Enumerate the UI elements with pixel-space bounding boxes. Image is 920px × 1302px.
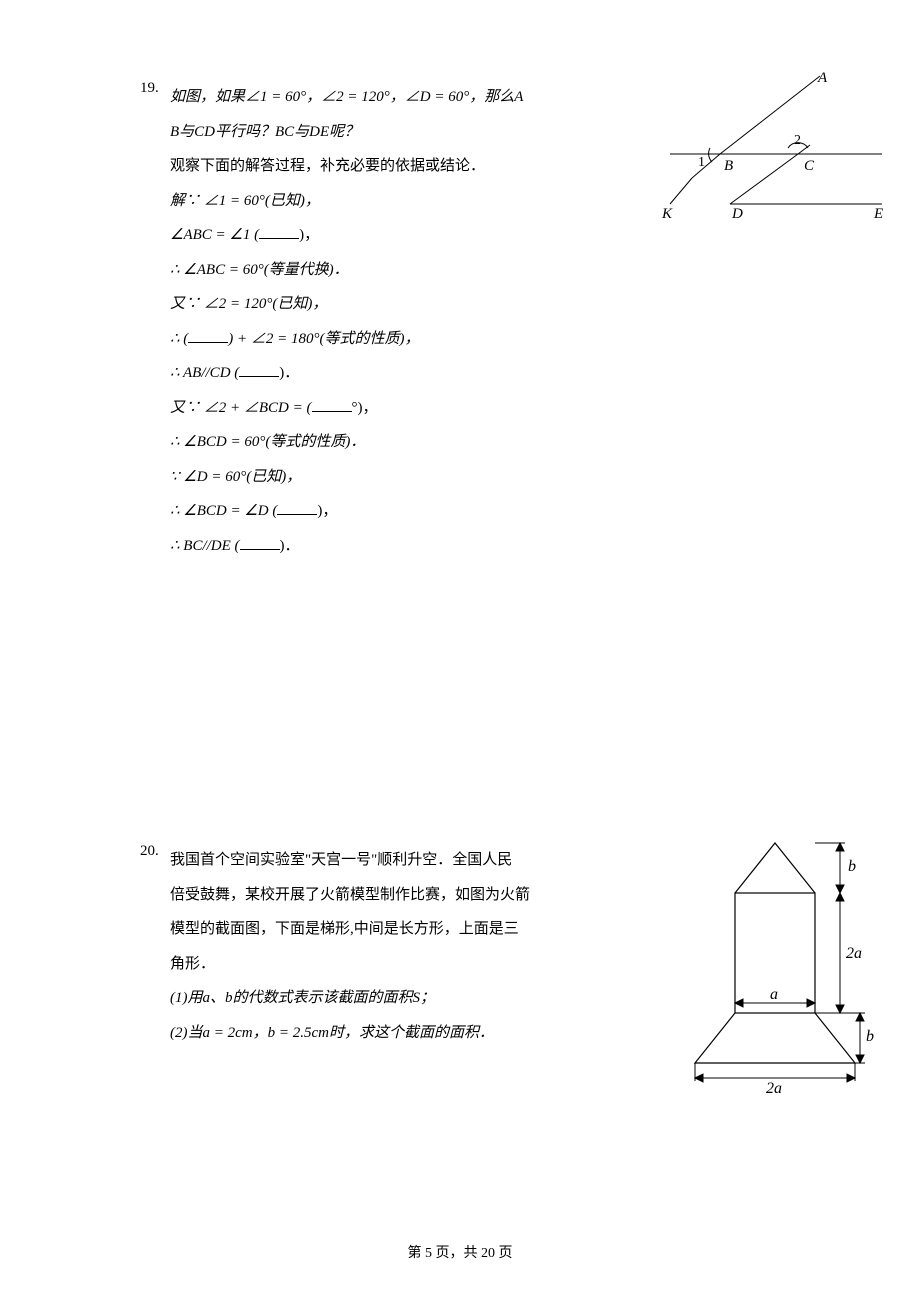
- label-C: C: [804, 158, 815, 174]
- label-a: a: [770, 986, 778, 1003]
- blank-2[interactable]: [188, 328, 228, 343]
- q20-line2: 倍受鼓舞，某校开展了火箭模型制作比赛，如图为火箭: [170, 878, 530, 913]
- q20-line3: 模型的截面图，下面是梯形,中间是长方形，上面是三: [170, 912, 530, 947]
- label-K: K: [661, 206, 673, 222]
- question-19: 19. 如图，如果∠1 = 60°，∠2 = 120°，∠D = 60°，那么A…: [170, 80, 860, 563]
- label-D: D: [731, 206, 743, 222]
- q19-step10b: )，: [317, 503, 337, 519]
- blank-1[interactable]: [259, 224, 299, 239]
- label-b-bottom: b: [866, 1028, 874, 1045]
- q20-figure: b 2a b a 2a: [680, 833, 880, 1093]
- page-footer: 第 5 页，共 20 页: [0, 1242, 920, 1262]
- q19-step6a: ∴ AB//CD (: [170, 365, 239, 381]
- q19-step2b: )，: [299, 227, 319, 243]
- q19-step7a: 又∵ ∠2 + ∠BCD = (: [170, 400, 312, 416]
- q19-step7b: °)，: [352, 400, 378, 416]
- label-E: E: [873, 206, 883, 222]
- q19-step5a: ∴ (: [170, 331, 188, 347]
- q19-step1: 解∵ ∠1 = 60°(已知)，: [170, 193, 320, 209]
- q19-step5b: ) + ∠2 = 180°(等式的性质)，: [228, 331, 419, 347]
- question-body: 如图，如果∠1 = 60°，∠2 = 120°，∠D = 60°，那么A B与C…: [170, 80, 530, 563]
- q20-line1: 我国首个空间实验室"天宫一号"顺利升空．全国人民: [170, 843, 530, 878]
- question-number: 20.: [140, 843, 159, 860]
- blank-4[interactable]: [312, 397, 352, 412]
- question-body: 我国首个空间实验室"天宫一号"顺利升空．全国人民 倍受鼓舞，某校开展了火箭模型制…: [170, 843, 530, 1050]
- label-2a-side: 2a: [846, 945, 862, 962]
- question-20: 20. 我国首个空间实验室"天宫一号"顺利升空．全国人民 倍受鼓舞，某校开展了火…: [170, 843, 860, 1050]
- q20-part2: (2)当a = 2cm，b = 2.5cm时，求这个截面的面积．: [170, 1025, 494, 1041]
- label-B: B: [724, 158, 733, 174]
- q19-step2a: ∠ABC = ∠1 (: [170, 227, 259, 243]
- q19-figure: A B C D E K 1 2: [660, 70, 890, 225]
- q19-line3: 观察下面的解答过程，补充必要的依据或结论．: [170, 149, 530, 184]
- blank-5[interactable]: [277, 500, 317, 515]
- question-number: 19.: [140, 80, 159, 97]
- q19-line1: 如图，如果∠1 = 60°，∠2 = 120°，∠D = 60°，那么A: [170, 89, 523, 105]
- q19-step9: ∵ ∠D = 60°(已知)，: [170, 469, 301, 485]
- q19-step11b: )．: [280, 538, 300, 554]
- q19-step11a: ∴ BC//DE (: [170, 538, 240, 554]
- label-2: 2: [794, 133, 801, 148]
- label-2a-bottom: 2a: [766, 1080, 782, 1093]
- label-b-top: b: [848, 858, 856, 875]
- q19-line2: B与CD平行吗？BC与DE呢？: [170, 124, 359, 140]
- q20-line4: 角形．: [170, 947, 530, 982]
- q19-step6b: )．: [279, 365, 299, 381]
- label-A: A: [817, 70, 828, 86]
- label-1: 1: [698, 155, 705, 170]
- q19-step8: ∴ ∠BCD = 60°(等式的性质)．: [170, 434, 365, 450]
- blank-6[interactable]: [240, 535, 280, 550]
- blank-3[interactable]: [239, 362, 279, 377]
- q19-step3: ∴ ∠ABC = 60°(等量代换)．: [170, 262, 349, 278]
- q19-step4: 又∵ ∠2 = 120°(已知)，: [170, 296, 327, 312]
- q20-part1: (1)用a、b的代数式表示该截面的面积S；: [170, 990, 435, 1006]
- q19-step10a: ∴ ∠BCD = ∠D (: [170, 503, 277, 519]
